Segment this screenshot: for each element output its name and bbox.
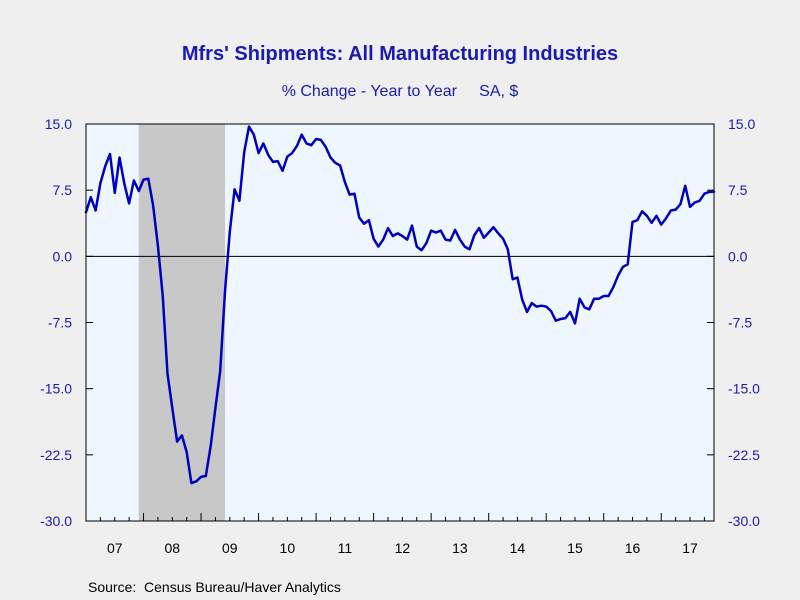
recession-band	[138, 124, 226, 521]
y-tick-label-right: -15.0	[728, 381, 760, 397]
y-tick-label-left: -15.0	[40, 381, 72, 397]
chart-source: Source: Census Bureau/Haver Analytics	[88, 579, 341, 595]
plot-border	[85, 123, 715, 522]
x-tick-label: 12	[395, 540, 411, 556]
x-tick-label: 11	[338, 540, 353, 556]
x-tick-label: 15	[567, 540, 583, 556]
x-tick-label: 13	[452, 540, 468, 556]
y-tick-label-left: -22.5	[40, 447, 72, 463]
x-tick-label: 08	[164, 540, 180, 556]
x-tick-label: 09	[222, 540, 238, 556]
y-tick-label-right: 0.0	[728, 248, 748, 264]
y-tick-label-right: -22.5	[728, 447, 760, 463]
x-tick-label: 10	[280, 540, 296, 556]
x-tick-label: 14	[510, 540, 526, 556]
y-tick-label-left: 7.5	[53, 182, 73, 198]
y-tick-label-right: 15.0	[728, 116, 755, 132]
chart-subtitle: % Change - Year to Year SA, $	[282, 83, 519, 100]
x-tick-label: 16	[625, 540, 641, 556]
x-tick-label: 07	[107, 540, 123, 556]
y-tick-label-right: 7.5	[728, 182, 748, 198]
chart-title: Mfrs' Shipments: All Manufacturing Indus…	[182, 43, 618, 65]
series-line-0	[84, 125, 716, 485]
x-tick-label: 17	[682, 540, 698, 556]
y-tick-label-left: 0.0	[53, 248, 73, 264]
y-tick-label-right: -7.5	[728, 315, 752, 331]
y-tick-label-left: 15.0	[45, 116, 72, 132]
y-tick-label-right: -30.0	[728, 513, 760, 529]
y-tick-label-left: -7.5	[48, 315, 72, 331]
y-tick-label-left: -30.0	[40, 513, 72, 529]
